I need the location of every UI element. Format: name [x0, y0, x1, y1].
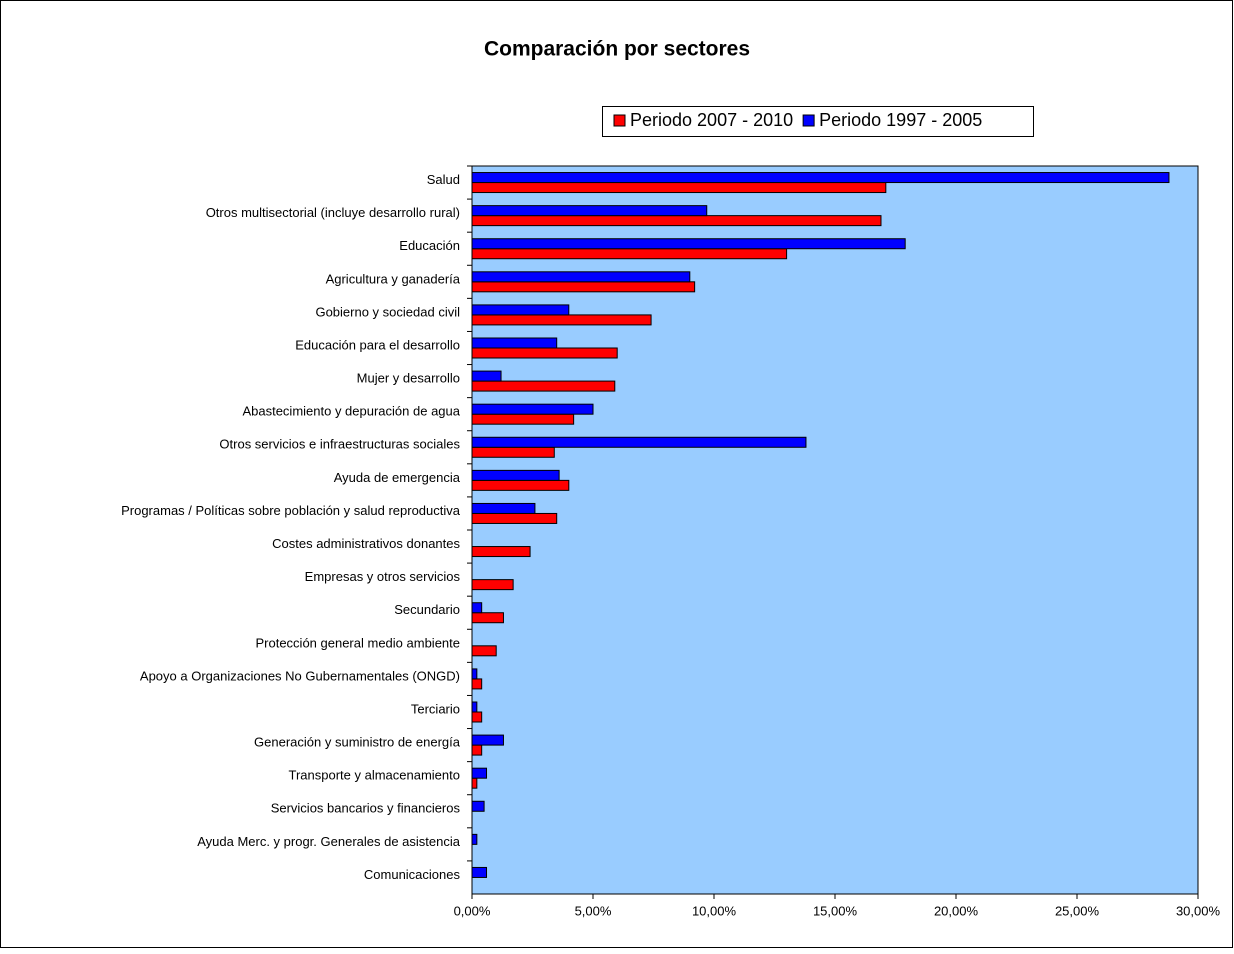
bar	[471, 711, 483, 723]
legend-label: Periodo 1997 - 2005	[819, 110, 982, 130]
bar	[471, 512, 558, 524]
x-tick-label: 10,00%	[692, 903, 737, 918]
x-tick-label: 15,00%	[813, 903, 858, 918]
bar	[471, 380, 616, 392]
legend-swatch	[802, 114, 815, 127]
y-tick-label: Agricultura y ganadería	[326, 271, 461, 286]
bar	[471, 446, 555, 458]
bar	[471, 744, 483, 756]
chart-title: Comparación por sectores	[484, 38, 750, 61]
y-tick-label: Apoyo a Organizaciones No Gubernamentale…	[140, 668, 460, 683]
y-tick-label: Empresas y otros servicios	[305, 569, 461, 584]
bar	[471, 668, 478, 680]
bar	[471, 403, 594, 415]
bar	[471, 701, 478, 713]
y-tick-label: Terciario	[411, 701, 460, 716]
bar	[471, 248, 788, 260]
y-tick-label: Costes administrativos donantes	[272, 536, 460, 551]
legend-label: Periodo 2007 - 2010	[630, 110, 793, 130]
y-tick-label: Transporte y almacenamiento	[289, 768, 461, 783]
bar	[471, 777, 478, 789]
bar	[471, 271, 691, 283]
y-tick-label: Abastecimiento y depuración de agua	[242, 404, 460, 419]
bar	[471, 479, 570, 491]
bar	[471, 436, 807, 448]
bar	[471, 800, 485, 812]
bar	[471, 215, 882, 227]
bar	[471, 370, 502, 382]
bar	[471, 645, 497, 657]
y-tick-label: Otros servicios e infraestructuras socia…	[219, 437, 460, 452]
bar	[471, 314, 652, 326]
x-tick-label: 20,00%	[934, 903, 979, 918]
y-tick-label: Mujer y desarrollo	[357, 371, 460, 386]
y-tick-label: Ayuda de emergencia	[334, 470, 461, 485]
y-tick-label: Gobierno y sociedad civil	[315, 304, 460, 319]
legend-box	[602, 106, 1034, 137]
y-tick-label: Comunicaciones	[364, 867, 461, 882]
y-tick-label: Ayuda Merc. y progr. Generales de asiste…	[197, 834, 461, 849]
x-tick-label: 5,00%	[575, 903, 612, 918]
y-tick-label: Servicios bancarios y financieros	[271, 801, 461, 816]
bar	[471, 304, 570, 316]
bar	[471, 579, 514, 591]
x-tick-label: 0,00%	[454, 903, 491, 918]
bar	[471, 678, 483, 690]
y-tick-label: Educación para el desarrollo	[295, 337, 460, 352]
bar	[471, 205, 708, 217]
bar	[471, 469, 560, 481]
bar	[471, 172, 1170, 184]
bar	[471, 413, 575, 425]
bar	[471, 337, 558, 349]
bar	[471, 612, 504, 624]
bar	[471, 347, 618, 359]
bar	[471, 602, 483, 614]
y-tick-label: Salud	[427, 172, 460, 187]
bar	[471, 281, 696, 293]
y-tick-label: Educación	[399, 238, 460, 253]
bar	[471, 734, 504, 746]
legend-swatch	[613, 114, 626, 127]
bar	[471, 182, 887, 194]
y-tick-label: Protección general medio ambiente	[255, 635, 460, 650]
y-tick-label: Programas / Políticas sobre población y …	[121, 503, 461, 518]
bar	[471, 238, 906, 250]
y-tick-label: Secundario	[394, 602, 460, 617]
y-tick-label: Otros multisectorial (incluye desarrollo…	[206, 205, 460, 220]
bar	[471, 833, 478, 845]
bar	[471, 767, 488, 779]
bar	[471, 866, 488, 878]
y-tick-label: Generación y suministro de energía	[254, 735, 461, 750]
x-tick-label: 25,00%	[1055, 903, 1100, 918]
bar	[471, 546, 531, 558]
bar	[471, 502, 536, 514]
x-tick-label: 30,00%	[1176, 903, 1221, 918]
